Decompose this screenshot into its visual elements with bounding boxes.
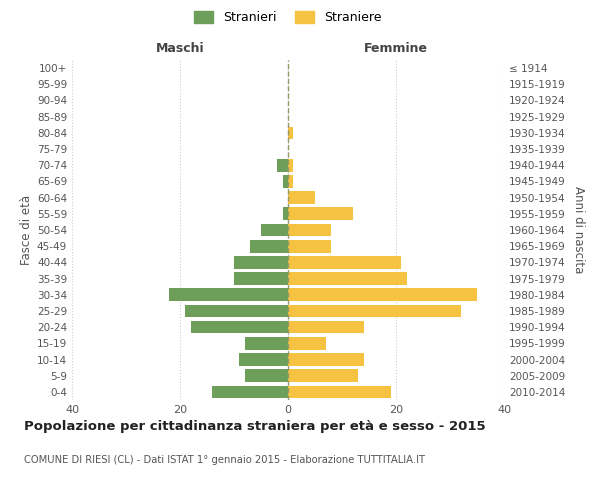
Bar (288, 256, 401, 268)
Bar (234, 272, 288, 285)
Bar (288, 370, 358, 382)
Bar (288, 159, 293, 172)
Bar (245, 337, 288, 349)
Y-axis label: Anni di nascita: Anni di nascita (572, 186, 585, 274)
Bar (191, 321, 288, 334)
Bar (288, 224, 331, 236)
Y-axis label: Fasce di età: Fasce di età (20, 195, 33, 265)
Text: COMUNE DI RIESI (CL) - Dati ISTAT 1° gennaio 2015 - Elaborazione TUTTITALIA.IT: COMUNE DI RIESI (CL) - Dati ISTAT 1° gen… (24, 455, 425, 465)
Bar (277, 159, 288, 172)
Bar (212, 386, 288, 398)
Bar (283, 175, 288, 188)
Bar (288, 240, 331, 252)
Bar (288, 288, 477, 301)
Bar (288, 386, 391, 398)
Bar (288, 272, 407, 285)
Bar (288, 304, 461, 318)
Bar (185, 304, 288, 318)
Bar (250, 240, 288, 252)
Bar (239, 353, 288, 366)
Bar (288, 208, 353, 220)
Legend: Stranieri, Straniere: Stranieri, Straniere (188, 5, 388, 30)
Text: Femmine: Femmine (364, 42, 428, 55)
Bar (261, 224, 288, 236)
Bar (288, 321, 364, 334)
Bar (245, 370, 288, 382)
Text: Popolazione per cittadinanza straniera per età e sesso - 2015: Popolazione per cittadinanza straniera p… (24, 420, 485, 433)
Bar (169, 288, 288, 301)
Bar (288, 337, 326, 349)
Bar (288, 126, 293, 139)
Bar (288, 353, 364, 366)
Bar (234, 256, 288, 268)
Text: Maschi: Maschi (155, 42, 205, 55)
Bar (288, 175, 293, 188)
Bar (283, 208, 288, 220)
Bar (288, 192, 315, 204)
